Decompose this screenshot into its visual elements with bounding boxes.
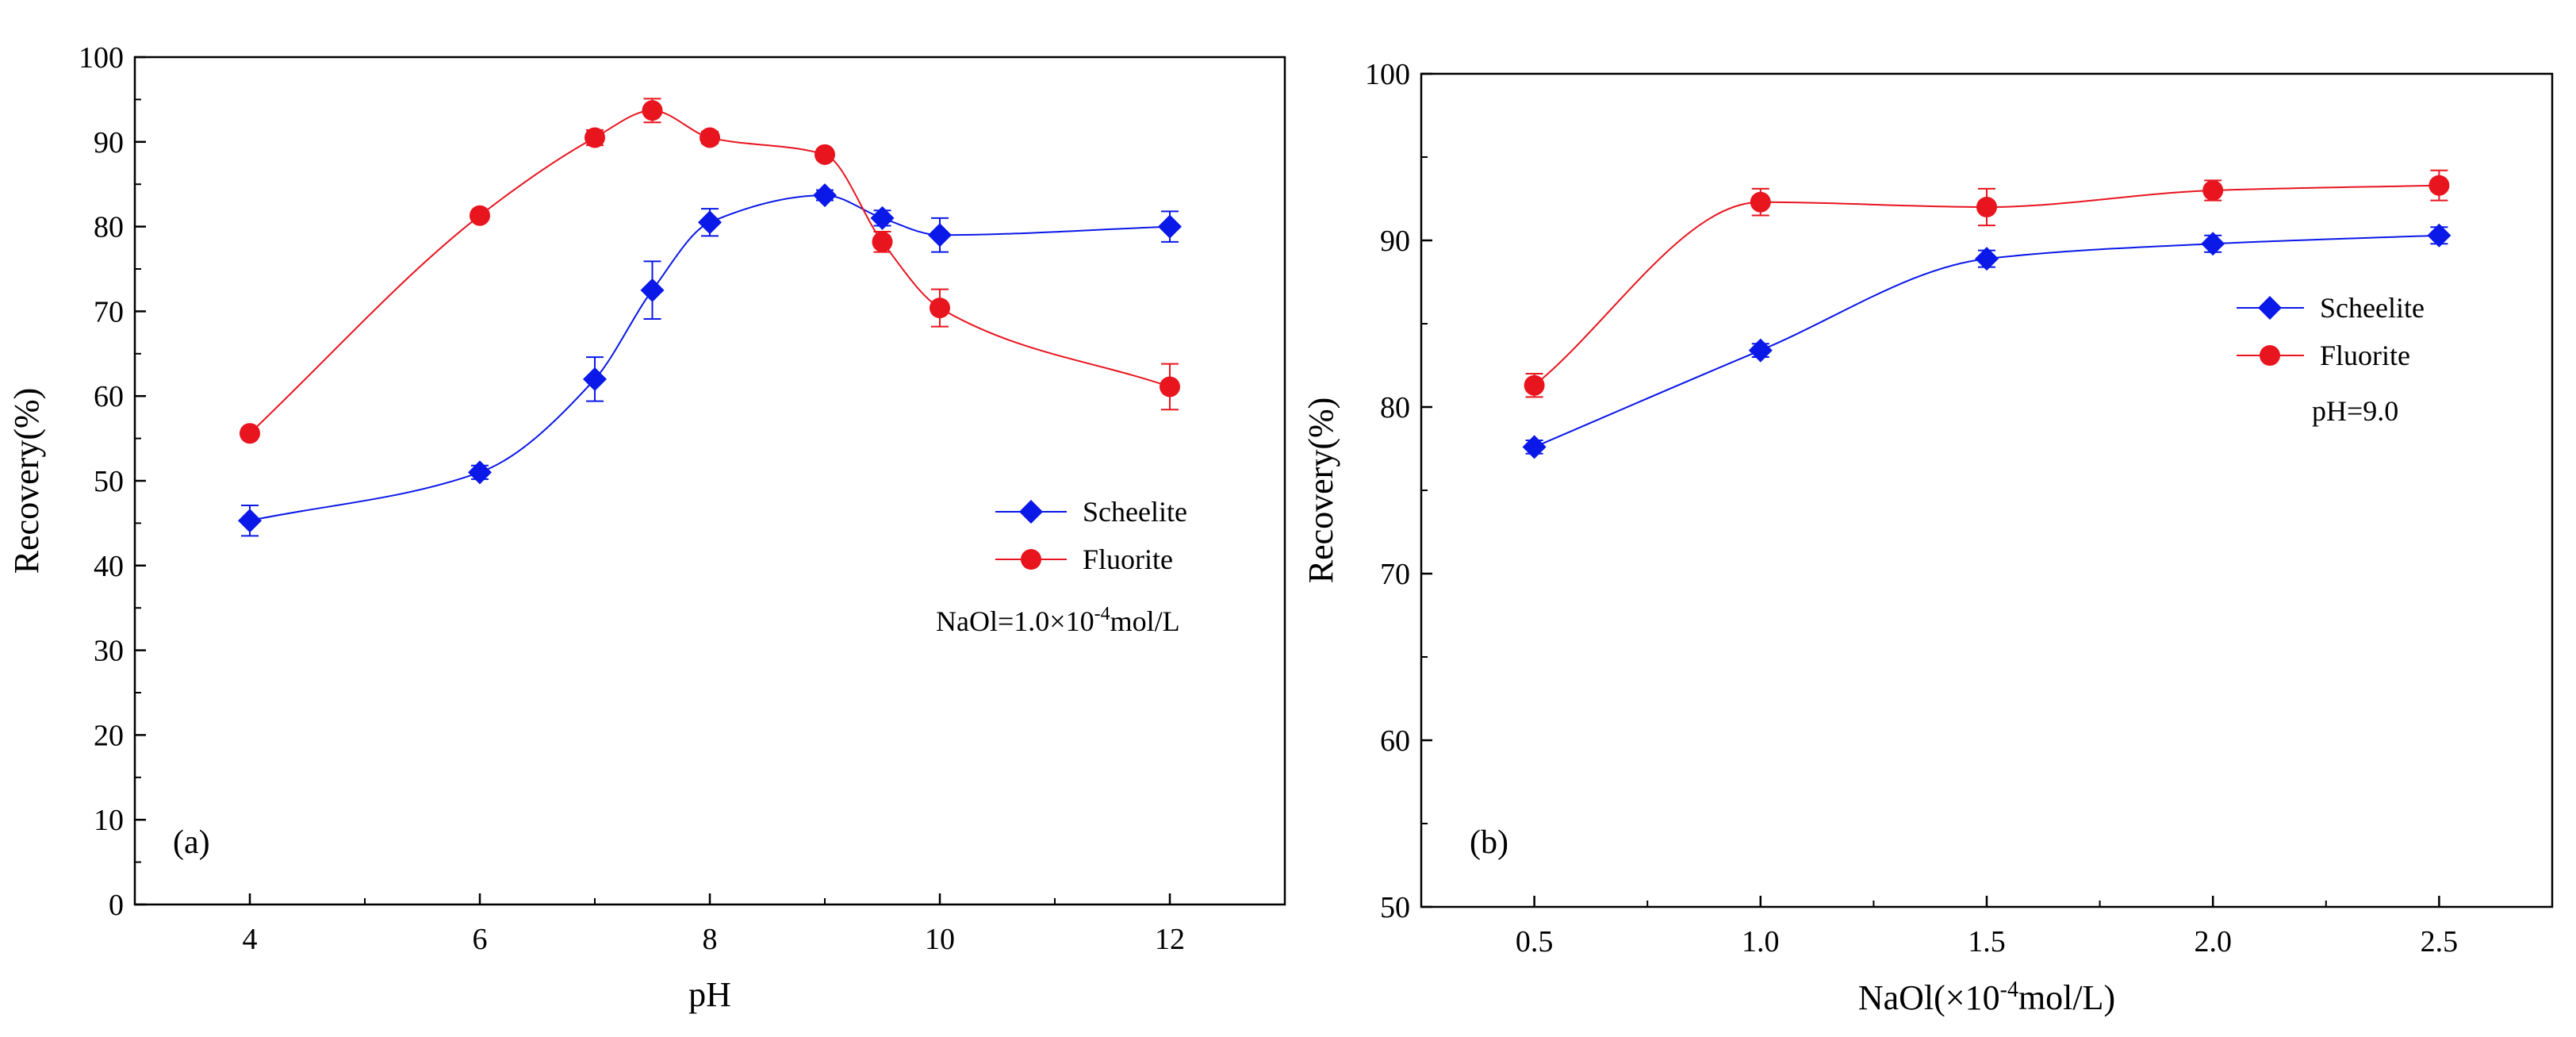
fit-curve-fluorite-a — [249, 109, 1171, 434]
data-markers-a — [238, 100, 1182, 533]
y-tick-label-b: 80 — [1380, 391, 1410, 424]
legend-marker-fluorite-b — [2260, 345, 2280, 366]
data-point-fluorite — [585, 127, 605, 148]
y-tick-label-b: 70 — [1380, 558, 1410, 591]
x-tick-label-a: 10 — [925, 923, 955, 956]
data-point-scheelite — [1748, 338, 1773, 363]
annotation-ph-b: pH=9.0 — [2312, 395, 2398, 427]
data-point-fluorite — [240, 423, 260, 444]
data-point-fluorite — [470, 205, 490, 226]
x-tick-label-a: 6 — [473, 923, 488, 956]
x-tick-label-b: 1.0 — [1742, 925, 1780, 958]
annotation-naol-prefix-a: NaOl=1.0×10 — [936, 605, 1094, 637]
y-axis-title-b: Recovery(%) — [1301, 398, 1340, 584]
y-tick-label-a: 40 — [94, 550, 124, 583]
y-tick-label-a: 70 — [94, 295, 124, 328]
y-tick-label-b: 50 — [1380, 891, 1410, 924]
legend-marker-fluorite-a — [1021, 549, 1041, 570]
x-axis-title-prefix-b: NaOl(×10 — [1858, 978, 2000, 1017]
chart-panel-b: 50 60 70 80 90 100 0.5 1.0 1.5 2.0 2.5 NaOl(×10-4… — [1301, 58, 2554, 1017]
y-tick-label-a: 80 — [94, 211, 124, 244]
y-tick-label-a: 90 — [94, 126, 124, 159]
data-point-scheelite — [1158, 214, 1182, 239]
legend-marker-scheelite-a — [1019, 500, 1043, 524]
y-axis-b: 50 60 70 80 90 100 — [1365, 58, 1432, 924]
y-tick-label-b: 90 — [1380, 225, 1410, 258]
legend-b: Scheelite Fluorite — [2237, 292, 2425, 371]
panel-label-a: (a) — [173, 824, 210, 861]
fit-curve-scheelite-a — [249, 194, 1171, 522]
data-point-scheelite — [813, 183, 837, 208]
chart-panel-a: 0 10 20 30 40 50 60 70 80 90 100 4 6 8 10 12 pH Recove… — [7, 41, 1286, 1014]
legend-label-fluorite-a: Fluorite — [1083, 543, 1173, 575]
data-point-fluorite — [2428, 175, 2450, 196]
data-point-fluorite — [815, 144, 835, 165]
data-point-fluorite — [1524, 374, 1545, 396]
data-point-fluorite — [930, 298, 950, 319]
x-axis-title-b: NaOl(×10-4mol/L) — [1858, 977, 2115, 1017]
y-tick-label-a: 60 — [94, 380, 124, 413]
data-point-scheelite — [238, 509, 262, 533]
annotation-naol-exp-a: -4 — [1094, 604, 1110, 624]
x-axis-title-a: pH — [688, 975, 731, 1014]
x-axis-a: 4 6 8 10 12 — [243, 893, 1185, 956]
data-point-scheelite — [870, 205, 895, 230]
data-point-fluorite — [642, 100, 663, 121]
data-point-scheelite — [640, 278, 665, 302]
x-tick-label-a: 8 — [703, 923, 718, 956]
data-point-scheelite — [2427, 223, 2451, 248]
data-point-fluorite — [1750, 191, 1771, 213]
data-point-fluorite — [1976, 197, 1997, 217]
x-axis-b: 0.5 1.0 1.5 2.0 2.5 — [1516, 896, 2458, 958]
legend-label-scheelite-a: Scheelite — [1083, 496, 1187, 528]
y-tick-label-a: 20 — [94, 719, 124, 752]
y-tick-label-a: 10 — [94, 804, 124, 837]
x-axis-title-exp-b: -4 — [2000, 977, 2018, 1002]
legend-a: Scheelite Fluorite — [995, 496, 1187, 575]
y-axis-title-a: Recovery(%) — [7, 388, 46, 574]
plot-frame-a — [133, 56, 1286, 906]
x-tick-label-a: 4 — [243, 923, 258, 956]
error-bars-a — [241, 98, 1179, 537]
x-tick-label-b: 0.5 — [1516, 925, 1554, 958]
y-tick-label-a: 0 — [109, 889, 124, 922]
annotation-naol-suffix-a: mol/L — [1110, 605, 1180, 637]
y-tick-label-a: 100 — [79, 41, 124, 75]
x-tick-label-a: 12 — [1155, 923, 1185, 956]
x-tick-label-b: 2.0 — [2194, 925, 2232, 958]
data-markers-b — [1522, 175, 2451, 459]
legend-marker-scheelite-b — [2258, 296, 2282, 320]
x-tick-label-b: 1.5 — [1968, 925, 2006, 958]
y-tick-label-a: 50 — [94, 465, 124, 498]
data-point-fluorite — [1160, 376, 1180, 398]
y-tick-label-b: 100 — [1365, 58, 1410, 91]
legend-label-scheelite-b: Scheelite — [2320, 292, 2425, 324]
y-tick-label-a: 30 — [94, 635, 124, 668]
x-tick-label-b: 2.5 — [2421, 925, 2459, 958]
legend-label-fluorite-b: Fluorite — [2320, 340, 2410, 371]
data-point-fluorite — [700, 127, 720, 148]
data-point-scheelite — [698, 210, 722, 235]
data-point-scheelite — [583, 367, 607, 391]
data-point-fluorite — [2202, 180, 2224, 201]
data-point-fluorite — [872, 231, 893, 252]
data-point-scheelite — [1975, 247, 1999, 271]
data-point-scheelite — [928, 223, 952, 248]
x-axis-title-suffix-b: mol/L) — [2018, 978, 2115, 1017]
fit-curves-a — [249, 109, 1171, 522]
data-point-scheelite — [468, 460, 492, 485]
data-point-scheelite — [2201, 232, 2225, 256]
y-tick-label-b: 60 — [1380, 724, 1410, 758]
data-point-scheelite — [1522, 435, 1547, 459]
annotation-naol-a: NaOl=1.0×10-4mol/L — [936, 604, 1180, 637]
y-axis-a: 0 10 20 30 40 50 60 70 80 90 100 — [79, 41, 146, 922]
panel-label-b: (b) — [1470, 824, 1508, 861]
